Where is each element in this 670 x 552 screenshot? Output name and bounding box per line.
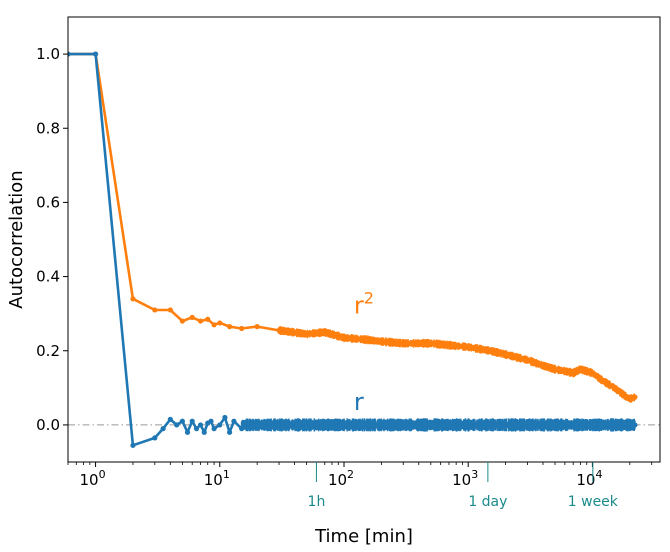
x-tick-label: 103 [452,468,478,489]
data-point [152,307,158,313]
data-point [184,429,191,435]
y-tick-label: 0.4 [36,268,60,286]
data-point [211,426,217,432]
x-tick-label-base: 10 [452,471,471,489]
data-point [197,422,204,428]
series-label-base: r [354,388,364,416]
y-tick-label: 0.6 [36,193,60,211]
axes-frame [67,16,661,463]
data-point [201,429,207,435]
series-labels: r2r [354,289,374,416]
data-point [227,324,233,330]
x-tick-label-exp: 2 [347,468,354,481]
data-point [167,416,173,422]
data-point [208,418,214,424]
data-point [179,318,185,324]
series-noise-band [278,326,636,403]
data-point [189,418,195,424]
data-point [189,314,195,320]
data-point [211,322,217,328]
time-markers: 1h 1 day 1 week [308,462,619,510]
data-point [205,316,211,322]
series-label-base: r [354,292,364,320]
data-point [92,51,99,57]
series-label-r-squared: r2 [354,289,374,320]
data-point [254,324,260,330]
data-point [179,418,185,424]
time-marker-label: 1 week [568,494,619,510]
y-tick-label: 1.0 [36,45,60,63]
x-tick-label-base: 10 [576,471,595,489]
data-point [167,307,173,313]
data-point [130,296,136,302]
series-r [68,51,638,448]
series-label-r: r [354,388,364,416]
time-marker-label: 1h [308,494,326,510]
data-point [239,325,245,332]
x-tick-label: 102 [328,468,354,489]
x-tick-label-exp: 3 [471,468,478,481]
x-tick-label-base: 10 [328,471,347,489]
data-point [231,418,237,424]
x-tick-label-base: 10 [204,471,223,489]
data-point [217,320,223,326]
series-noise-band [240,418,636,432]
y-tick-label: 0.0 [36,416,60,434]
plot-area [68,51,660,448]
y-axis-title: Autocorrelation [6,170,27,308]
x-tick-label: 100 [80,468,106,489]
y-tick-label: 0.2 [36,342,60,360]
series-r-squared [68,51,638,403]
data-point [160,426,166,432]
x-tick-label: 101 [204,468,230,489]
data-point [68,51,71,57]
x-tick-label: 104 [576,468,602,489]
data-point [227,429,233,435]
data-point [152,435,158,441]
data-point [222,414,228,421]
x-axis-title: Time [min] [314,526,413,547]
x-tick-label-exp: 1 [223,468,230,481]
data-point [193,426,200,432]
series-label-sup: 2 [364,289,374,308]
time-marker-label: 1 day [468,494,507,510]
x-tick-label-exp: 0 [99,468,106,481]
x-tick-label-base: 10 [80,471,99,489]
data-point [217,422,223,428]
x-tick-label-exp: 4 [595,468,602,481]
data-point [130,442,136,448]
data-point [197,318,204,324]
data-point [174,422,180,428]
y-tick-label: 0.8 [36,119,60,137]
